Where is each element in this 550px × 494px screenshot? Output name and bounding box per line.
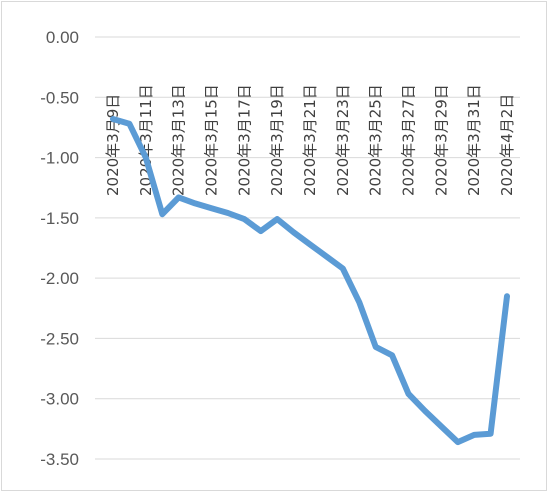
series-layer (110, 116, 510, 446)
data-point (406, 391, 411, 397)
x-tick-label: 2020年3月9日 (104, 94, 122, 196)
data-point (176, 194, 182, 200)
data-point (356, 299, 362, 305)
data-point (422, 408, 428, 414)
data-point (291, 229, 297, 235)
y-tick-label: -1.50 (40, 209, 79, 228)
data-point (126, 121, 132, 127)
x-tick-label: 2020年4月2日 (498, 94, 516, 196)
x-tick-label: 2020年3月29日 (432, 84, 450, 196)
data-point (225, 210, 231, 216)
data-point (192, 200, 198, 206)
y-tick-label: -3.50 (40, 450, 79, 469)
x-tick-label: 2020年3月19日 (268, 84, 286, 196)
gridlines (95, 36, 520, 460)
data-point (488, 431, 494, 437)
data-point (389, 352, 395, 358)
data-point (159, 211, 165, 217)
x-tick-label: 2020年3月25日 (367, 84, 385, 196)
y-tick-label: -2.00 (40, 269, 79, 288)
x-tick-label: 2020年3月31日 (465, 84, 483, 196)
data-point (340, 265, 346, 271)
data-point (504, 293, 510, 299)
data-point (143, 155, 149, 161)
x-tick-label: 2020年3月17日 (235, 84, 253, 196)
data-point (110, 116, 116, 122)
data-point (307, 241, 313, 247)
data-point (323, 253, 329, 259)
y-tick-label: -0.50 (40, 88, 79, 107)
y-tick-label: -1.00 (40, 149, 79, 168)
x-tick-label: 2020年3月21日 (301, 84, 319, 196)
data-point (471, 432, 477, 438)
data-point (241, 216, 247, 222)
y-tick-label: 0.00 (46, 28, 79, 47)
x-tick-label: 2020年3月13日 (170, 84, 188, 196)
data-point (373, 344, 379, 350)
x-tick-label: 2020年3月23日 (334, 84, 352, 196)
data-point (438, 423, 444, 429)
x-tick-label: 2020年3月15日 (203, 84, 221, 196)
data-point (258, 228, 264, 234)
data-point (209, 205, 214, 211)
y-tick-label: -3.00 (40, 390, 79, 409)
x-tick-label: 2020年3月27日 (400, 84, 418, 196)
y-tick-label: -2.50 (40, 329, 79, 348)
data-point (274, 216, 280, 222)
data-point (455, 439, 461, 445)
y-axis-tick-labels: 0.00 -0.50 -1.00 -1.50 -2.00 -2.50 -3.00 -3.50 (40, 28, 79, 469)
x-axis-tick-labels: 2020年3月9日 2020年3月11日 2020年3月13日 2020年3月15日 2… (104, 84, 516, 196)
